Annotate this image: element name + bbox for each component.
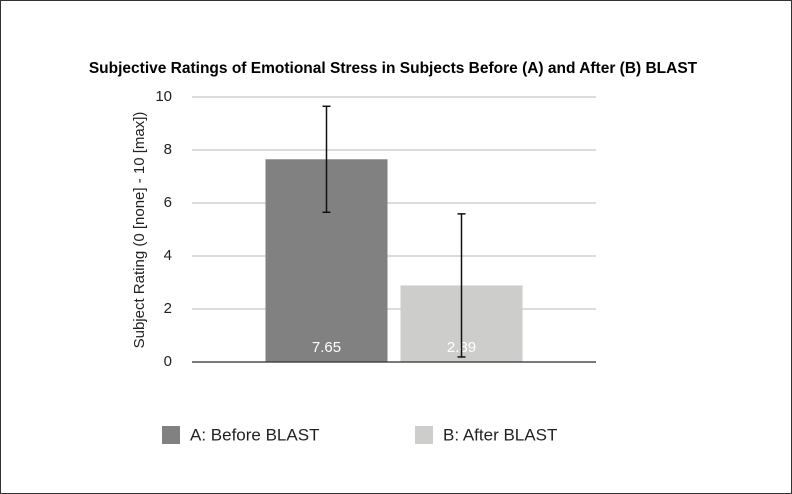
legend-swatch: [162, 426, 180, 444]
y-tick-label: 4: [164, 247, 172, 264]
error-bar: [457, 213, 466, 358]
chart-title: Subjective Ratings of Emotional Stress i…: [89, 60, 698, 77]
error-bar: [322, 105, 331, 214]
legend-label: B: After BLAST: [443, 425, 557, 444]
legend-swatch: [415, 426, 433, 444]
legend-label: A: Before BLAST: [190, 425, 319, 444]
y-axis-label: Subject Rating (0 [none] - 10 [max]): [131, 112, 148, 349]
value-label: 7.65: [312, 339, 341, 356]
y-tick-label: 2: [164, 300, 172, 317]
y-tick-label: 8: [164, 141, 172, 158]
y-tick-label: 0: [164, 353, 172, 370]
y-tick-label: 6: [164, 194, 172, 211]
y-tick-label: 10: [155, 88, 172, 105]
